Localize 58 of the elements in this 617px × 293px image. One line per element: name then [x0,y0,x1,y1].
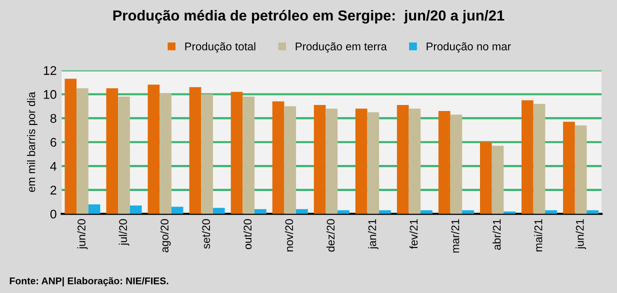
y-tick-label: 10 [44,90,56,99]
x-tick-label: jan/21 [368,219,378,250]
bar [254,209,266,214]
x-tick-label: jun/20 [77,219,88,250]
bar [326,108,338,214]
bar [284,106,296,214]
bar [189,87,202,214]
bar [242,96,254,214]
y-tick-label: 4 [50,162,56,171]
x-tick-label: ago/20 [160,219,171,252]
bar [88,204,100,214]
bar [272,101,284,214]
legend-label: Produção total [185,42,256,53]
bar [212,208,225,214]
bar [574,125,587,214]
legend-label: Produção em terra [296,42,387,53]
bar [130,206,142,214]
bar [533,104,546,214]
bar [563,122,575,214]
x-tick-label: set/20 [202,219,210,249]
bar [367,112,380,214]
x-tick-label: mar/21 [451,219,460,253]
y-tick-label: 12 [44,66,56,75]
x-tick-label: fev/21 [410,219,418,249]
bar [296,209,308,214]
y-axis-title: em mil barris por dia [27,92,38,192]
x-tick-label: jun/21 [576,219,586,250]
bar [522,100,534,214]
bar [106,88,118,214]
bar [438,111,450,214]
x-tick-label: nov/20 [284,219,294,252]
x-tick-label: dez/20 [326,219,335,252]
bar [408,108,421,214]
x-tick-label: abr/21 [492,219,501,250]
bar [450,114,462,214]
bar [230,92,243,214]
bar [396,105,409,214]
bar [118,96,130,214]
bar [64,78,77,214]
y-tick-label: 8 [50,114,56,123]
bar [492,146,504,214]
bar [160,93,172,214]
bar [480,142,492,214]
legend-label: Produção no mar [426,42,511,53]
y-tick-label: 6 [50,138,56,147]
bar [314,105,326,214]
x-tick-label: jul/20 [118,219,130,246]
bar [355,108,368,214]
bar [76,88,88,214]
x-tick-label: mai/21 [534,219,542,252]
source-note: Fonte: ANP| Elaboração: NIE/FIES. [10,277,168,286]
y-tick-label: 2 [50,186,56,194]
x-tick-label: out/20 [243,219,252,250]
y-tick-label: 0 [50,210,56,219]
bar [201,94,213,214]
bar [171,206,184,214]
chart-title: Produção média de petróleo em Sergipe: jun/20 a jun/21 [113,10,504,24]
bar [148,84,160,214]
